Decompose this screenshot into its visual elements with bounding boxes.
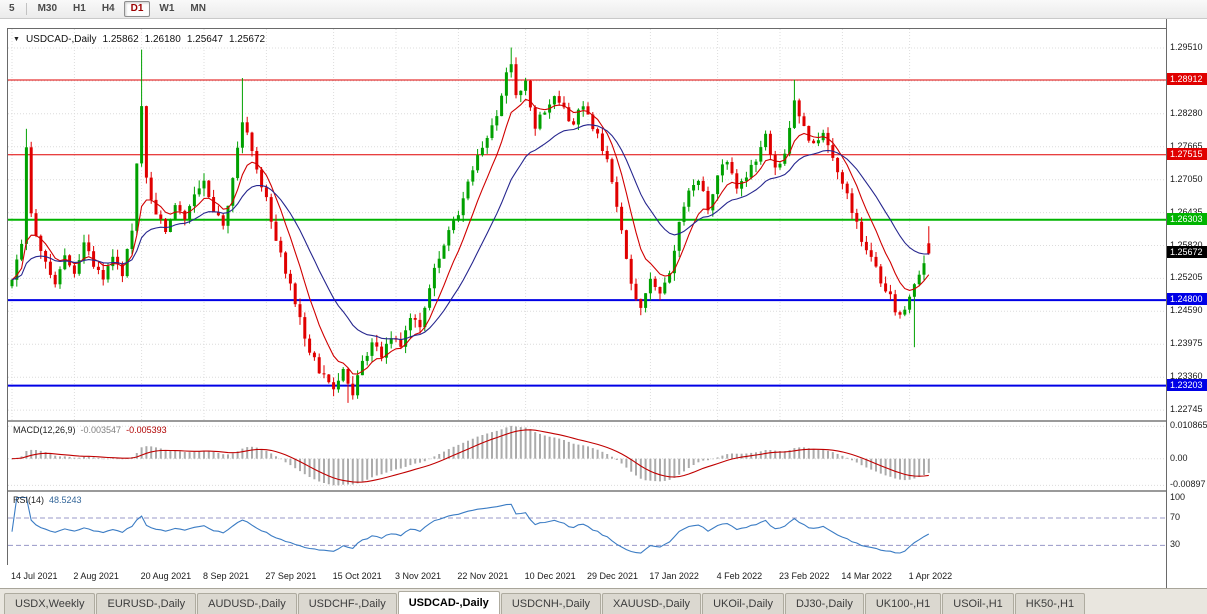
current-price-label: 1.25672 [1167, 246, 1207, 259]
chart-tab-usdcad-daily[interactable]: USDCAD-,Daily [397, 591, 500, 614]
chart-tab-usoil-h1[interactable]: USOil-,H1 [942, 593, 1014, 614]
chart-tab-dj30-daily[interactable]: DJ30-,Daily [784, 593, 864, 614]
chart-tab-usdcnh-daily[interactable]: USDCNH-,Daily [500, 593, 602, 614]
macd-name-label: MACD(12,26,9) [13, 425, 76, 435]
date-label: 14 Jul 2021 [11, 571, 58, 581]
chart-tabs-bar: USDX,Weekly EURUSD-,Daily AUDUSD-,Daily USD… [0, 588, 1207, 614]
price-level-label: 1.27515 [1167, 147, 1207, 160]
macd-axis-label: 0.010865 [1170, 420, 1207, 431]
date-label: 4 Feb 2022 [716, 571, 763, 581]
price-axis-label: 1.25205 [1170, 272, 1203, 283]
price-level-label: 1.24800 [1167, 293, 1207, 306]
chart-frame: ▼ USDCAD-,Daily 1.25862 1.26180 1.25647 … [7, 28, 1167, 566]
date-label: 20 Aug 2021 [140, 571, 192, 581]
price-axis-label: 1.28280 [1170, 107, 1203, 118]
rsi-title: RSI(14) 48.5243 [13, 495, 82, 505]
date-label: 8 Sep 2021 [203, 571, 250, 581]
ohlc-high-value: 1.26180 [144, 34, 181, 45]
ohlc-close-value: 1.25672 [228, 34, 266, 45]
rsi-panel[interactable] [8, 492, 1167, 566]
price-axis-label: 1.26435 [1170, 206, 1203, 217]
ohlc-open-value: 1.25862 [102, 34, 139, 45]
ohlc-low-value: 1.25647 [186, 34, 223, 45]
chart-tab-ukoil-daily[interactable]: UKOil-,Daily [702, 593, 784, 614]
date-label: 22 Nov 2021 [457, 571, 509, 581]
time-axis[interactable]: 14 Jul 2021 2 Aug 2021 20 Aug 2021 8 Sep 20… [7, 566, 1166, 588]
candlestick-chart[interactable] [8, 29, 1167, 420]
rsi-axis-label: 30 [1170, 539, 1181, 550]
macd-title: MACD(12,26,9) -0.003547 -0.005393 [13, 425, 167, 435]
rsi-axis-label: 100 [1170, 491, 1186, 502]
macd-main-value: -0.003547 [80, 425, 122, 435]
date-label: 2 Aug 2021 [73, 571, 119, 581]
price-level-label: 1.23203 [1167, 378, 1207, 391]
macd-panel[interactable] [8, 422, 1167, 490]
price-axis-label: 1.23360 [1170, 371, 1203, 382]
price-axis-label: 1.27050 [1170, 173, 1203, 184]
chart-tab-xauusd-daily[interactable]: XAUUSD-,Daily [602, 593, 702, 614]
date-label: 10 Dec 2021 [524, 571, 576, 581]
price-level-label: 1.26303 [1167, 212, 1207, 225]
date-label: 27 Sep 2021 [265, 571, 317, 581]
macd-axis-label: 0.00 [1170, 452, 1188, 463]
timeframe-button-mn[interactable]: MN [190, 3, 206, 14]
price-axis-label: 1.25820 [1170, 239, 1203, 250]
date-label: 23 Feb 2022 [779, 571, 830, 581]
date-label: 14 Mar 2022 [841, 571, 892, 581]
chart-ohlc-title: ▼ USDCAD-,Daily 1.25862 1.26180 1.25647 … [13, 34, 265, 45]
timeframe-button-w1[interactable]: W1 [159, 3, 175, 14]
chart-tab-uk100-h1[interactable]: UK100-,H1 [864, 593, 942, 614]
date-label: 1 Apr 2022 [908, 571, 953, 581]
macd-signal-value: -0.005393 [126, 425, 167, 435]
price-level-label: 1.28912 [1167, 73, 1207, 85]
macd-axis-label: -0.00897 [1170, 479, 1206, 490]
chart-tab-usdchf-daily[interactable]: USDCHF-,Daily [297, 593, 397, 614]
date-label: 3 Nov 2021 [395, 571, 442, 581]
date-label: 29 Dec 2021 [587, 571, 639, 581]
rsi-name-label: RSI(14) [13, 495, 45, 505]
chart-tab-usdx-weekly[interactable]: USDX,Weekly [4, 593, 96, 614]
chart-symbol-label: USDCAD-,Daily [25, 34, 97, 45]
timeframe-button-h1[interactable]: H1 [73, 3, 86, 14]
rsi-axis-label: 70 [1170, 512, 1181, 522]
price-axis-label: 1.27665 [1170, 140, 1203, 151]
chart-tab-hk50-h1[interactable]: HK50-,H1 [1014, 593, 1086, 614]
chart-tab-audusd-daily[interactable]: AUDUSD-,Daily [197, 593, 297, 614]
toolbar-separator [25, 3, 27, 15]
timeframe-button-d1[interactable]: D1 [123, 1, 151, 17]
timeframe-button-5[interactable]: 5 [9, 3, 15, 14]
date-label: 17 Jan 2022 [649, 571, 699, 581]
timeframe-toolbar: 5 M30 H1 H4 D1 W1 MN [0, 0, 1207, 19]
timeframe-button-h4[interactable]: H4 [101, 3, 115, 14]
rsi-value: 48.5243 [49, 495, 82, 505]
panel-separator[interactable] [8, 420, 1166, 422]
price-axis-label: 1.22745 [1170, 404, 1203, 415]
symbol-dropdown-icon[interactable]: ▼ [13, 36, 20, 43]
date-label: 15 Oct 2021 [332, 571, 382, 581]
price-axis-label: 1.29510 [1170, 42, 1203, 52]
price-axis-label: 1.23975 [1170, 338, 1203, 349]
timeframe-button-m30[interactable]: M30 [37, 3, 58, 14]
panel-separator[interactable] [8, 490, 1166, 492]
chart-tab-eurusd-daily[interactable]: EURUSD-,Daily [96, 593, 197, 614]
price-axis[interactable]: 1.29510 1.28280 1.27665 1.27050 1.26435 1.258… [1166, 19, 1207, 588]
price-axis-label: 1.24590 [1170, 305, 1203, 316]
